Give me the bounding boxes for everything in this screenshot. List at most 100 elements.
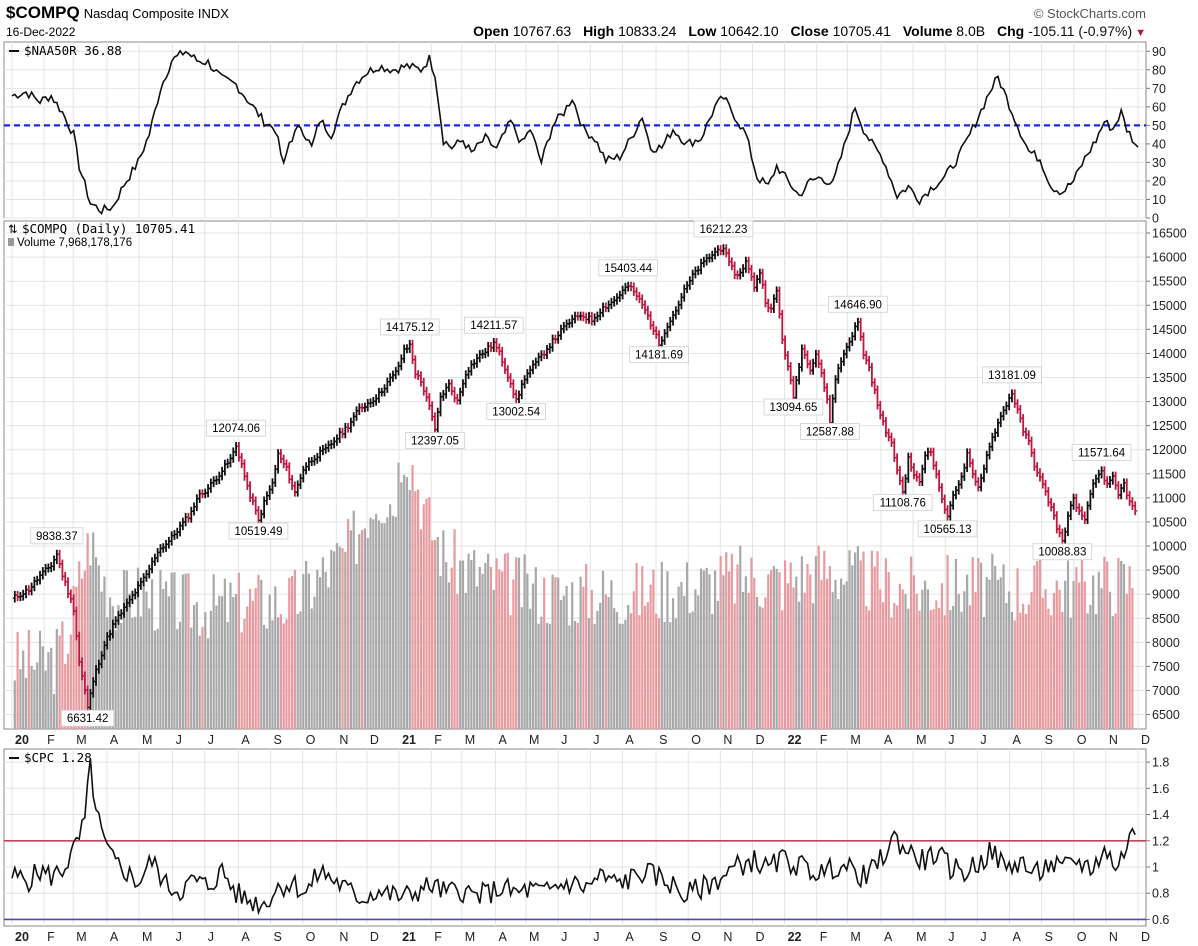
volume-bar [551, 574, 554, 729]
volume-label: Volume [902, 23, 953, 39]
volume-bar [517, 557, 521, 729]
month-label: F [820, 733, 828, 747]
volume-bar [1125, 593, 1128, 729]
volume-bar [716, 600, 719, 729]
volume-bar [537, 623, 540, 729]
volume-bar [1002, 564, 1005, 729]
month-label: J [948, 733, 954, 747]
month-label: A [110, 930, 119, 944]
volume-bar [433, 539, 437, 729]
volume-bar [375, 513, 378, 729]
price-panel-tick-label: 15000 [1152, 299, 1187, 313]
volume-bar [982, 616, 986, 729]
volume-bar [977, 558, 980, 729]
volume-bar [935, 600, 938, 729]
volume-bar [442, 530, 445, 729]
volume-bar [811, 603, 815, 729]
volume-bar [629, 613, 633, 729]
volume-bar [122, 569, 126, 729]
volume-bar [512, 579, 515, 729]
price-annotation: 13094.65 [769, 402, 817, 414]
volume-bar [307, 573, 311, 729]
month-label: M [465, 930, 475, 944]
price-panel-tick-label: 9000 [1152, 588, 1180, 602]
volume-bar [271, 620, 274, 729]
volume-bar [781, 610, 784, 729]
volume-bar [865, 606, 868, 729]
volume-bar [870, 550, 874, 729]
volume-bar [1024, 613, 1028, 729]
volume-bar [1078, 582, 1081, 729]
volume-bar [554, 577, 557, 729]
price-annotation-box [61, 709, 115, 727]
volume-bar [195, 602, 198, 729]
price-panel-tick-label: 9500 [1152, 564, 1180, 578]
volume-bar [220, 596, 224, 729]
volume-bar [1027, 604, 1030, 729]
breadth-panel-tick-label: 40 [1152, 137, 1166, 151]
volume-bar [461, 560, 465, 729]
volume-bar [176, 629, 179, 729]
volume-bar [1055, 580, 1058, 729]
volume-bar [918, 610, 921, 729]
month-label: J [176, 930, 182, 944]
breadth-panel-tick-label: 70 [1152, 82, 1166, 96]
price-panel-tick-label: 16500 [1152, 227, 1187, 241]
breadth-panel-tick-label: 90 [1152, 45, 1166, 59]
volume-bar [559, 599, 563, 729]
volume-bar [310, 608, 313, 729]
volume-bar [557, 577, 560, 729]
volume-bar [89, 565, 92, 729]
volume-bar [484, 562, 487, 729]
volume-bar [795, 576, 798, 729]
volume-bar [190, 627, 193, 729]
volume-bar [327, 587, 330, 729]
volume-bar [125, 570, 128, 729]
high-label: High [583, 23, 615, 39]
volume-bar [234, 594, 238, 729]
breadth-panel-tick-label: 50 [1152, 119, 1166, 133]
brand-logo[interactable]: © StockCharts.com [1033, 6, 1146, 21]
volume-bar [498, 569, 501, 729]
volume-bar [562, 595, 565, 729]
volume-bar [1052, 592, 1056, 729]
volume-bar [960, 611, 963, 729]
volume-bar [873, 566, 876, 729]
volume-bar [509, 615, 512, 729]
volume-bar [316, 569, 319, 729]
volume-bar [820, 580, 823, 729]
volume-bar [761, 607, 764, 729]
volume-bar [954, 559, 958, 729]
volume-bar [573, 621, 577, 729]
volume-bar [828, 566, 831, 729]
volume-bar [27, 629, 30, 729]
volume-bar [938, 607, 941, 729]
price-annotation-box [982, 366, 1042, 384]
month-label: A [498, 930, 507, 944]
price-annotation: 9838.37 [36, 531, 78, 543]
month-label: S [659, 930, 667, 944]
price-annotation: 10519.49 [235, 526, 283, 538]
month-label: D [755, 930, 764, 944]
volume-bar [719, 555, 722, 729]
price-annotation: 13002.54 [492, 406, 541, 418]
volume-bar [1066, 560, 1070, 729]
volume-bar [503, 553, 507, 729]
volume-bar [167, 596, 170, 729]
volume-bar [162, 588, 165, 729]
volume-bar [1019, 612, 1022, 729]
volume-bar [523, 554, 526, 729]
volume-legend-icon [8, 238, 14, 246]
volume-bar [187, 573, 190, 729]
volume-bar [904, 594, 907, 729]
price-annotation: 11108.76 [880, 498, 926, 510]
volume-bar [459, 560, 462, 729]
volume-bar [688, 613, 691, 729]
volume-bar [848, 550, 851, 729]
volume-bar [744, 576, 747, 729]
month-label: D [755, 733, 764, 747]
price-annotation: 12074.06 [212, 423, 260, 435]
volume-bar [957, 593, 960, 729]
volume-bar [506, 552, 509, 729]
